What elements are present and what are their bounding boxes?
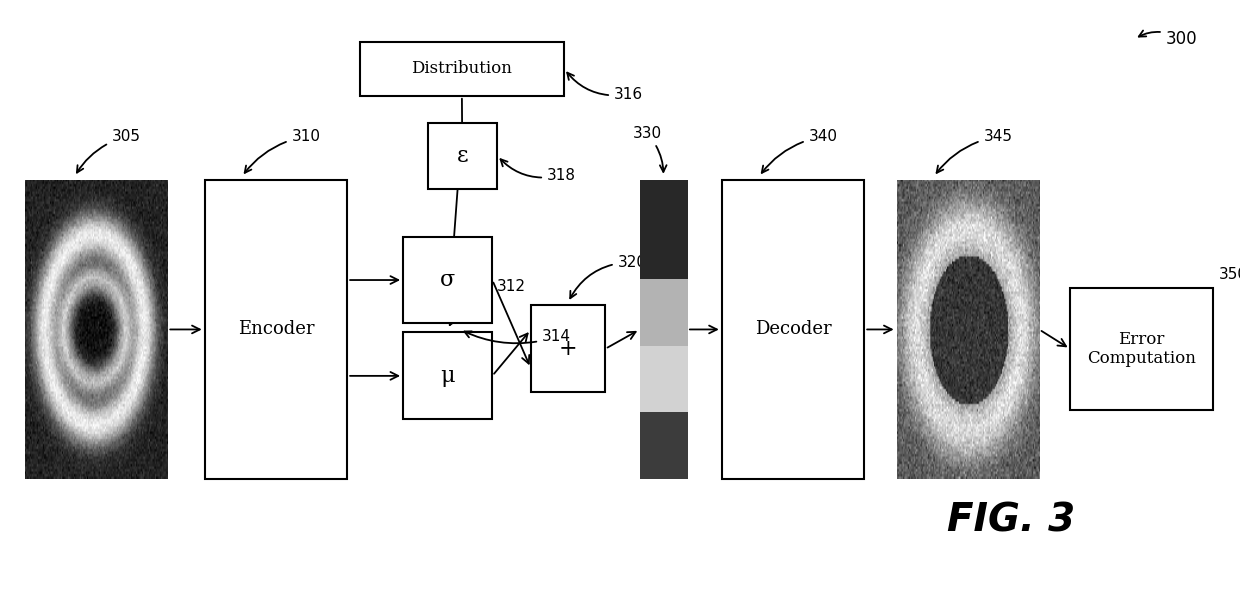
Text: Error
Computation: Error Computation [1087, 331, 1195, 367]
Bar [531, 305, 605, 392]
Text: 320: 320 [570, 255, 646, 298]
Text: 318: 318 [501, 159, 575, 183]
Bar [1070, 288, 1213, 410]
Text: Encoder: Encoder [238, 320, 314, 338]
Text: Distribution: Distribution [412, 60, 512, 77]
Bar [403, 332, 492, 419]
Text: FIG. 3: FIG. 3 [946, 501, 1075, 539]
Text: 310: 310 [244, 129, 320, 173]
Bar [360, 42, 564, 96]
Text: ε: ε [456, 145, 469, 167]
Text: 314: 314 [464, 329, 570, 344]
Text: 316: 316 [567, 72, 642, 102]
Text: 300: 300 [1138, 30, 1198, 48]
Text: +: + [558, 338, 578, 360]
Bar [205, 180, 347, 479]
Text: 350: 350 [1219, 267, 1240, 282]
Text: μ: μ [440, 365, 455, 387]
Text: 340: 340 [761, 129, 837, 173]
Text: 305: 305 [77, 129, 140, 173]
Bar [428, 123, 497, 189]
Text: 345: 345 [936, 129, 1012, 173]
Text: 330: 330 [632, 126, 667, 172]
Text: 312: 312 [450, 279, 526, 325]
Bar [722, 180, 864, 479]
Bar [403, 237, 492, 323]
Text: Decoder: Decoder [755, 320, 831, 338]
Text: σ: σ [440, 269, 455, 291]
